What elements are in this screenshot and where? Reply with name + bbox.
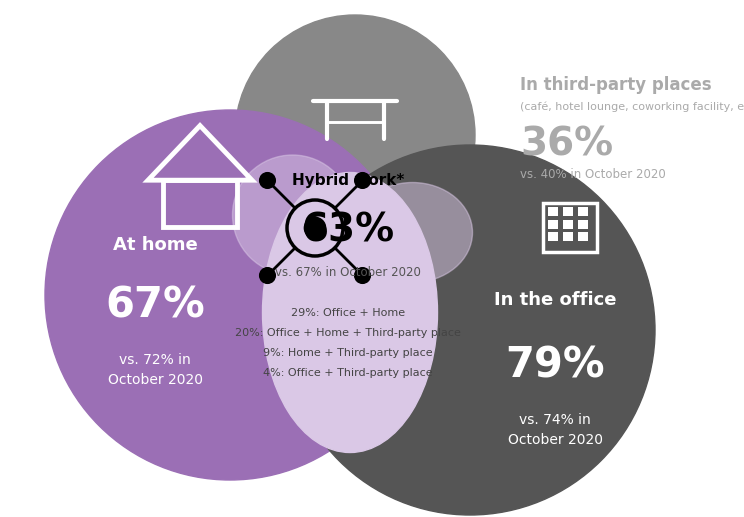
- Text: Hybrid work*: Hybrid work*: [292, 173, 404, 188]
- Text: vs. 67% in October 2020: vs. 67% in October 2020: [275, 266, 421, 280]
- Circle shape: [235, 15, 475, 255]
- Ellipse shape: [263, 173, 437, 452]
- Text: In the office: In the office: [494, 291, 616, 309]
- Bar: [162, 180, 237, 227]
- Bar: [548, 233, 558, 241]
- Text: (café, hotel lounge, coworking facility, etc.): (café, hotel lounge, coworking facility,…: [520, 102, 744, 112]
- Bar: [563, 207, 573, 216]
- Text: 29%: Office + Home: 29%: Office + Home: [291, 308, 405, 318]
- Bar: [548, 207, 558, 216]
- Text: 4%: Office + Third-party place: 4%: Office + Third-party place: [263, 368, 433, 378]
- Circle shape: [260, 268, 275, 283]
- Circle shape: [285, 145, 655, 515]
- Text: 9%: Home + Third-party place: 9%: Home + Third-party place: [263, 348, 433, 358]
- Bar: [563, 233, 573, 241]
- Text: vs. 40% in October 2020: vs. 40% in October 2020: [520, 169, 666, 181]
- Text: At home: At home: [112, 236, 197, 254]
- Bar: [578, 207, 588, 216]
- Text: 36%: 36%: [520, 126, 613, 164]
- Circle shape: [355, 173, 371, 188]
- Text: 20%: Office + Home + Third-party place: 20%: Office + Home + Third-party place: [235, 328, 461, 338]
- Bar: [563, 220, 573, 229]
- Bar: [578, 233, 588, 241]
- Text: vs. 74% in
October 2020: vs. 74% in October 2020: [507, 413, 603, 447]
- Text: 67%: 67%: [105, 284, 205, 326]
- Text: 63%: 63%: [301, 211, 394, 249]
- Text: In third-party places: In third-party places: [520, 76, 711, 94]
- Circle shape: [260, 173, 275, 188]
- Circle shape: [45, 110, 415, 480]
- Bar: [578, 220, 588, 229]
- Text: vs. 72% in
October 2020: vs. 72% in October 2020: [107, 353, 202, 387]
- Circle shape: [304, 217, 326, 239]
- Ellipse shape: [353, 183, 472, 282]
- Circle shape: [355, 268, 371, 283]
- Bar: [548, 220, 558, 229]
- Text: 79%: 79%: [505, 344, 605, 386]
- Ellipse shape: [232, 155, 353, 275]
- Bar: [543, 203, 597, 252]
